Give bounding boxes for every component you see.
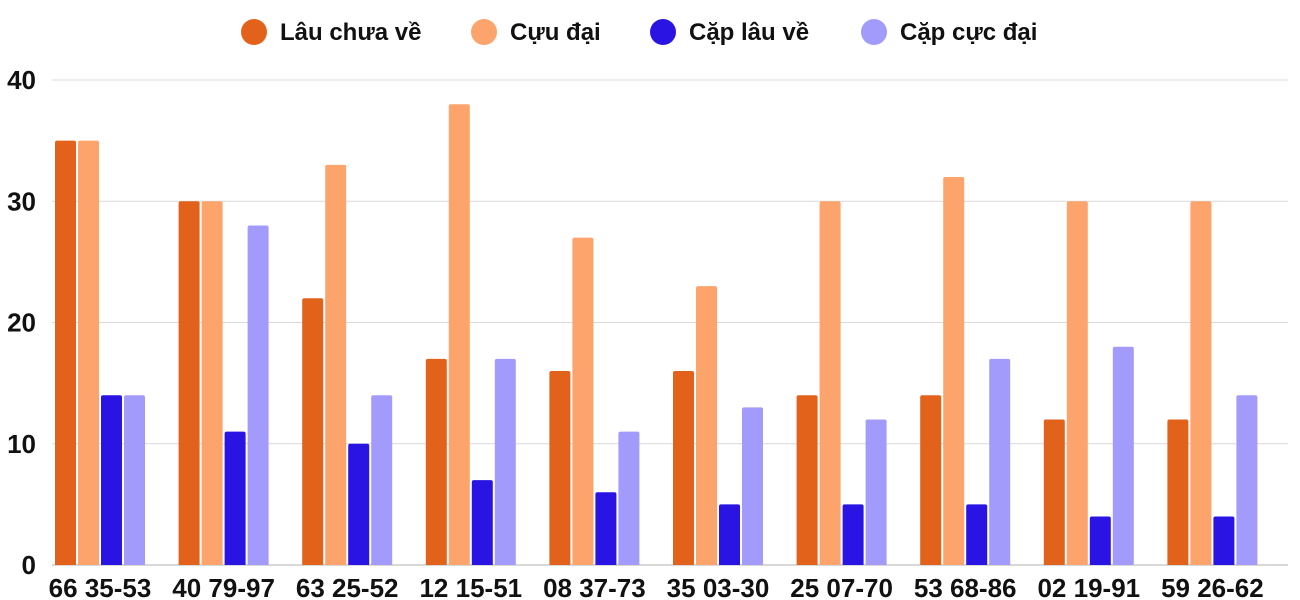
bar-6-series-3 [719, 504, 740, 565]
bar-4-series-4 [494, 358, 516, 565]
bar-4-series-2 [448, 104, 470, 565]
bar-1-series-4 [124, 395, 145, 565]
bar-2-series-3 [224, 431, 246, 565]
bar-8-series-4 [989, 358, 1011, 565]
bar-9-series-3 [1089, 516, 1111, 565]
bar-10-series-2 [1190, 201, 1212, 565]
x-tick-label-5: 08 37-73 [543, 573, 646, 600]
y-tick-label-40: 40 [7, 65, 36, 95]
bar-5-series-3 [595, 492, 617, 565]
bar-3-series-3 [348, 443, 370, 565]
bars [55, 104, 1258, 565]
bar-8-series-2 [943, 177, 965, 565]
x-tick-label-10: 59 26-62 [1161, 573, 1264, 600]
bar-5-series-2 [572, 237, 594, 565]
bar-7-series-4 [865, 419, 887, 565]
bar-2-series-4 [247, 225, 269, 565]
bar-7-series-1 [796, 395, 818, 565]
x-tick-label-4: 12 15-51 [419, 573, 522, 600]
chart-legend: Lâu chưa về Cựu đại Cặp lâu về Cặp cực đại [241, 19, 1037, 46]
bar-7-series-2 [819, 201, 841, 565]
bar-9-series-1 [1043, 419, 1065, 565]
x-tick-label-6: 35 03-30 [667, 573, 770, 600]
bar-2-series-2 [201, 201, 223, 565]
x-tick-label-3: 63 25-52 [296, 573, 399, 600]
bar-6-series-2 [696, 286, 717, 565]
x-tick-label-2: 40 79-97 [172, 573, 275, 600]
x-tick-label-8: 53 68-86 [914, 573, 1017, 600]
bar-6-series-1 [673, 371, 694, 565]
x-tick-label-7: 25 07-70 [790, 573, 893, 600]
bar-2-series-1 [178, 201, 200, 565]
bar-3-series-1 [302, 298, 324, 565]
bar-10-series-3 [1213, 516, 1235, 565]
bar-9-series-2 [1066, 201, 1088, 565]
bar-1-series-3 [101, 395, 122, 565]
bar-10-series-1 [1167, 419, 1189, 565]
bar-3-series-4 [371, 395, 393, 565]
bar-9-series-4 [1112, 346, 1134, 565]
y-tick-label-20: 20 [7, 308, 36, 338]
legend-swatch-2 [471, 19, 497, 45]
bar-3-series-2 [325, 164, 347, 565]
x-tick-label-1: 66 35-53 [49, 573, 152, 600]
bar-8-series-1 [920, 395, 942, 565]
legend-label-2: Cựu đại [510, 19, 601, 46]
y-tick-label-30: 30 [7, 186, 36, 216]
y-axis: 0 10 20 30 40 [7, 65, 36, 580]
bar-4-series-3 [471, 480, 493, 565]
legend-swatch-1 [241, 19, 267, 45]
bar-6-series-4 [742, 407, 763, 565]
x-tick-label-9: 02 19-91 [1037, 573, 1140, 600]
y-tick-label-10: 10 [7, 429, 36, 459]
bar-1-series-2 [78, 140, 99, 565]
bar-8-series-3 [966, 504, 988, 565]
bar-4-series-1 [425, 358, 447, 565]
legend-swatch-4 [861, 19, 887, 45]
x-axis: 66 35-53 40 79-97 63 25-52 12 15-51 08 37-73… [49, 573, 1264, 600]
legend-label-1: Lâu chưa về [280, 19, 421, 46]
bar-5-series-4 [618, 431, 640, 565]
bar-10-series-4 [1236, 395, 1258, 565]
legend-swatch-3 [650, 19, 676, 45]
bar-1-series-1 [55, 140, 76, 565]
y-tick-label-0: 0 [22, 550, 36, 580]
bar-5-series-1 [549, 371, 571, 565]
legend-label-4: Cặp cực đại [900, 19, 1037, 46]
legend-label-3: Cặp lâu về [689, 19, 809, 46]
bar-7-series-3 [842, 504, 864, 565]
